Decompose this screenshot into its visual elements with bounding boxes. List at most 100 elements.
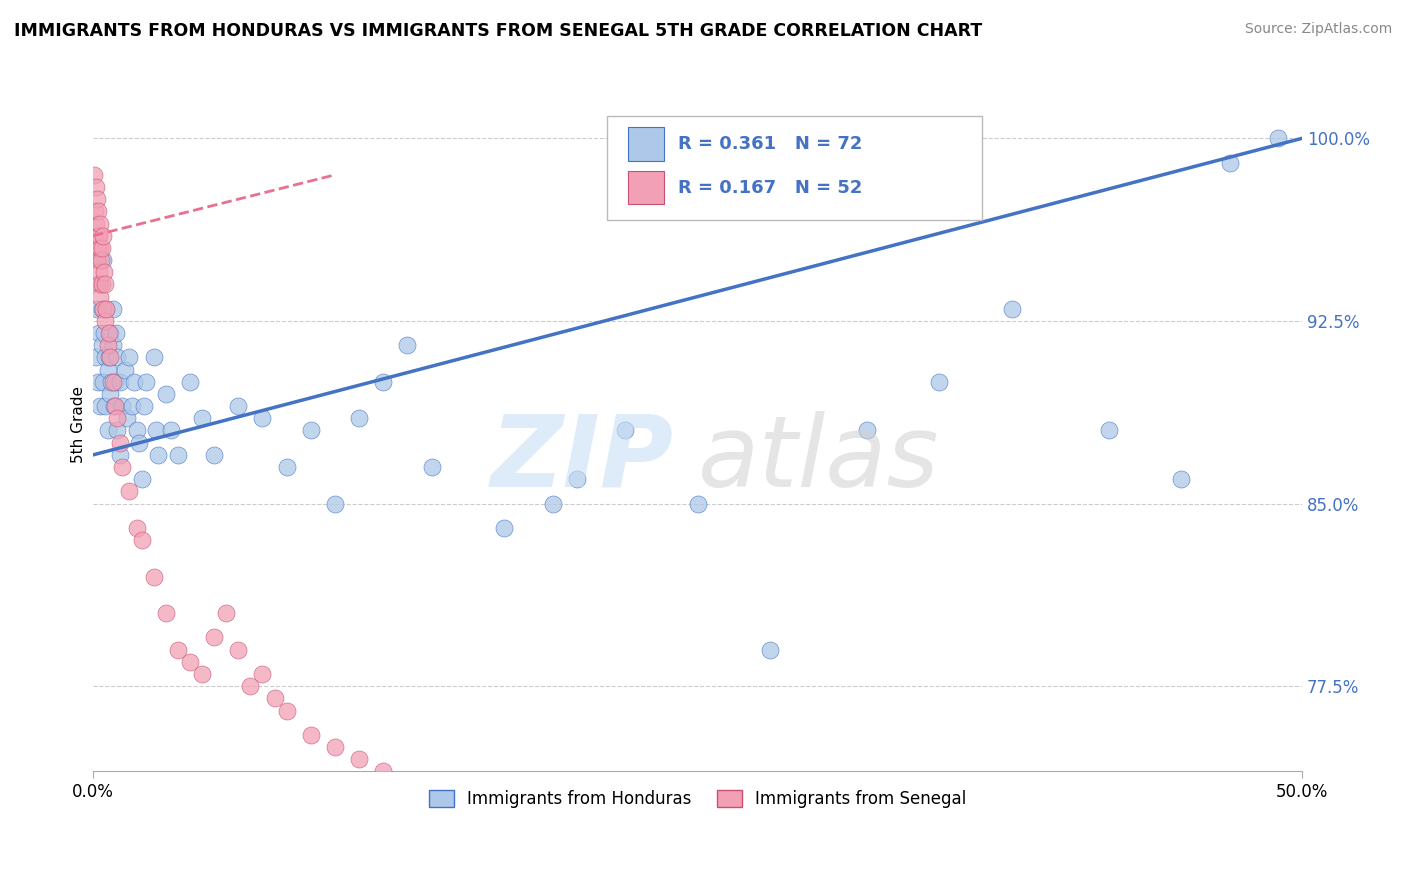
Point [86,192,108,206]
Point [928,375,950,389]
Bar [627,171,664,204]
Point [215,606,238,620]
Point [191,667,214,681]
Point [179,375,201,389]
Point [105,326,128,340]
Point [84,217,107,231]
Point [323,739,346,754]
Point [105,424,128,438]
Point [239,679,262,693]
Point [87,253,110,268]
Point [101,338,124,352]
Point [226,642,249,657]
Point [103,399,125,413]
Point [91,301,114,316]
Text: R = 0.361   N = 72: R = 0.361 N = 72 [678,135,863,153]
Point [759,642,782,657]
Point [614,424,637,438]
Text: R = 0.167   N = 52: R = 0.167 N = 52 [678,178,863,197]
Point [115,411,138,425]
Point [166,642,188,657]
Point [856,424,879,438]
Point [101,375,124,389]
Y-axis label: 5th Grade: 5th Grade [72,386,86,463]
Point [94,351,117,365]
Point [148,448,170,462]
Point [97,338,120,352]
Point [90,253,112,268]
Legend: Immigrants from Honduras, Immigrants from Senegal: Immigrants from Honduras, Immigrants fro… [422,783,973,815]
Point [89,399,111,413]
Point [84,204,107,219]
Point [202,448,225,462]
Point [276,704,298,718]
Point [86,301,108,316]
Point [86,253,108,268]
Point [97,326,120,340]
Text: Source: ZipAtlas.com: Source: ZipAtlas.com [1244,22,1392,37]
Point [191,411,214,425]
Bar [627,128,664,161]
Point [84,351,107,365]
Point [105,411,128,425]
Point [145,424,167,438]
Point [135,375,157,389]
Point [108,375,131,389]
Point [323,497,346,511]
Point [98,387,121,401]
Text: IMMIGRANTS FROM HONDURAS VS IMMIGRANTS FROM SENEGAL 5TH GRADE CORRELATION CHART: IMMIGRANTS FROM HONDURAS VS IMMIGRANTS F… [14,22,983,40]
Point [142,351,165,365]
Point [1218,155,1240,169]
Point [142,569,165,583]
Point [541,497,564,511]
Point [276,460,298,475]
Point [89,277,111,292]
Text: atlas: atlas [697,410,939,508]
Text: ZIP: ZIP [491,410,673,508]
Point [87,204,110,219]
Point [96,301,118,316]
Point [125,521,148,535]
Point [98,326,121,340]
Point [86,228,108,243]
Point [1097,424,1119,438]
Point [1001,301,1024,316]
Point [91,228,114,243]
Point [155,606,177,620]
Point [131,533,153,547]
Point [94,314,117,328]
Point [565,472,588,486]
Point [89,326,111,340]
Point [299,424,322,438]
Point [420,460,443,475]
Point [108,448,131,462]
Point [89,289,111,303]
Point [118,351,141,365]
Point [108,435,131,450]
Point [1170,472,1192,486]
Point [94,277,117,292]
Point [114,362,136,376]
Point [93,265,115,279]
Point [105,351,128,365]
Point [90,338,112,352]
Point [179,655,201,669]
Point [89,241,111,255]
Point [83,168,105,182]
Point [93,326,115,340]
Point [121,399,143,413]
Point [131,472,153,486]
Point [98,351,121,365]
Point [166,448,188,462]
Point [84,180,107,194]
Point [96,301,118,316]
Point [373,375,395,389]
Point [101,301,124,316]
Point [89,277,111,292]
Point [252,411,274,425]
FancyBboxPatch shape [607,116,981,219]
Point [396,338,419,352]
Point [263,691,285,706]
Point [87,241,110,255]
Point [97,362,120,376]
